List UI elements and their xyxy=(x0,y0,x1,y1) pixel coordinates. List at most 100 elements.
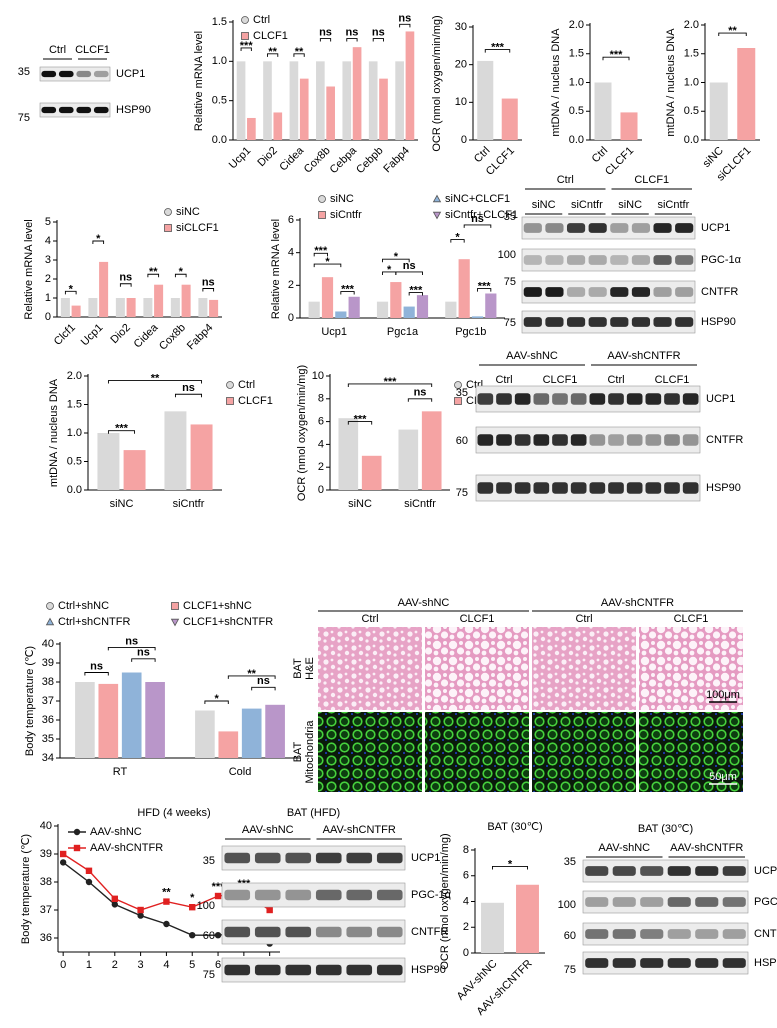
significance-label: *** xyxy=(240,40,254,52)
blot-band xyxy=(41,106,57,114)
significance-label: ns xyxy=(403,260,416,272)
blot-band xyxy=(570,434,587,446)
blot-band xyxy=(570,482,587,494)
blot-band xyxy=(545,255,564,265)
bar xyxy=(143,298,153,317)
protein-label: HSP90 xyxy=(116,104,151,116)
blot-strip xyxy=(475,385,701,413)
significance-bracket xyxy=(340,291,355,295)
blot-band xyxy=(675,223,694,233)
bar xyxy=(99,261,109,317)
significance-label: *** xyxy=(610,49,624,61)
blot-band xyxy=(667,897,691,907)
protein-label: PGC-1α xyxy=(411,889,452,901)
row-label: BAT xyxy=(292,658,304,679)
significance-label: *** xyxy=(341,283,355,295)
micrograph xyxy=(639,627,743,710)
micrograph xyxy=(318,627,422,710)
y-tick-label: 8 xyxy=(463,844,469,856)
scale-bar-label: 100μm xyxy=(706,689,740,701)
micrograph xyxy=(639,712,743,792)
legend-marker xyxy=(164,208,172,216)
mw-label: 100 xyxy=(197,900,215,912)
blot-band xyxy=(514,393,531,405)
significance-label: ** xyxy=(728,25,737,37)
legend-label: siCLCF1 xyxy=(176,222,219,234)
group-label: AAV-shCNTFR xyxy=(601,597,674,609)
y-tick-label: 6 xyxy=(463,870,469,882)
data-point xyxy=(137,906,144,914)
bar xyxy=(164,411,187,490)
data-point xyxy=(266,906,273,914)
condition-label: Ctrl xyxy=(361,613,378,625)
y-tick-label: 36 xyxy=(42,714,54,726)
blot-band xyxy=(626,434,643,446)
bar xyxy=(620,112,638,140)
blot-band xyxy=(376,852,403,864)
y-tick-label: 2.0 xyxy=(67,370,82,382)
y-tick-label: 6 xyxy=(318,416,324,428)
significance-label: *** xyxy=(491,42,505,54)
lane-group-label: CLCF1 xyxy=(543,374,578,386)
blot-strip xyxy=(582,890,749,914)
blot-band xyxy=(346,889,373,901)
y-tick-label: 36 xyxy=(40,932,52,944)
blot-band xyxy=(675,287,694,297)
blot-band xyxy=(496,393,512,405)
legend-label: CLCF1 xyxy=(253,30,288,42)
bar xyxy=(273,112,283,140)
legend-marker xyxy=(318,211,326,219)
bar xyxy=(209,299,219,317)
blot-band xyxy=(514,482,531,494)
protein-label: HSP90 xyxy=(706,482,741,494)
significance-label: ** xyxy=(247,668,256,680)
protein-label: UCP1 xyxy=(701,222,730,234)
blot-strip xyxy=(475,474,701,502)
chart-title: BAT (30℃) xyxy=(487,821,542,833)
legend-marker xyxy=(171,602,179,610)
bar xyxy=(405,31,415,140)
bar xyxy=(398,429,419,490)
blot-band xyxy=(612,897,636,907)
blot-band xyxy=(552,434,568,446)
bar xyxy=(516,884,539,953)
significance-bracket xyxy=(293,53,305,57)
significance-bracket xyxy=(84,672,109,676)
bar xyxy=(145,682,165,758)
significance-label: * xyxy=(214,693,219,705)
legend-marker xyxy=(454,397,462,405)
y-tick-label: 3 xyxy=(45,254,51,266)
blot-band xyxy=(626,393,643,405)
legend-marker xyxy=(45,617,55,626)
blot-band xyxy=(224,852,251,864)
blot-band xyxy=(58,70,74,78)
data-point xyxy=(85,878,93,886)
bar xyxy=(342,61,352,141)
y-tick-label: 0.0 xyxy=(569,134,584,146)
blot-band xyxy=(653,223,672,233)
bar xyxy=(198,298,208,317)
legend-label: siCntfr xyxy=(330,209,362,221)
protein-label: HSP90 xyxy=(701,316,736,328)
y-tick-label: 4 xyxy=(318,438,324,450)
bar xyxy=(289,61,299,141)
y-tick-label: 2 xyxy=(288,279,294,291)
bar xyxy=(321,277,334,318)
significance-bracket xyxy=(718,32,747,37)
lane-group-label: CLCF1 xyxy=(634,174,669,186)
bar xyxy=(709,82,728,140)
legend-marker xyxy=(73,844,81,852)
blot-band xyxy=(631,255,651,265)
y-tick-label: 0 xyxy=(318,484,324,496)
blot-band xyxy=(566,287,586,297)
lane-group-label: AAV-shCNTFR xyxy=(607,350,680,362)
y-tick-label: 10 xyxy=(312,370,324,382)
significance-bracket xyxy=(395,271,423,275)
y-tick-label: 37 xyxy=(40,904,52,916)
blot-band xyxy=(695,897,719,907)
x-tick-label: Ucp1 xyxy=(227,145,254,172)
y-tick-label: 0 xyxy=(45,311,51,323)
y-axis-label: OCR (nmol oxygen/min/mg) xyxy=(439,833,451,969)
bar xyxy=(594,82,612,140)
significance-bracket xyxy=(92,240,105,244)
